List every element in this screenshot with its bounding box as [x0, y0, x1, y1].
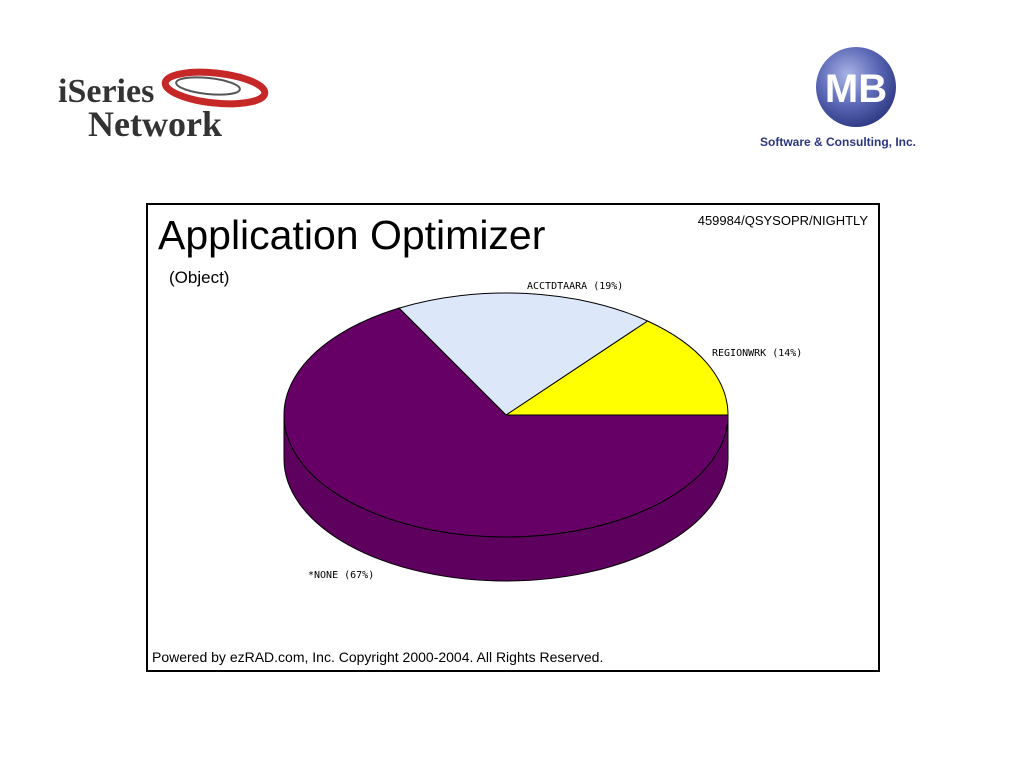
- iseries-network-logo: iSeries Network: [58, 68, 269, 144]
- pie-label-none: *NONE (67%): [308, 570, 374, 581]
- mb-globe-icon: [816, 47, 896, 127]
- logo-mb-text: MB: [825, 67, 887, 111]
- pie-slice-none: [283, 307, 729, 538]
- mb-software-logo: MB Software & Consulting, Inc.: [760, 47, 916, 149]
- chart-footer: Powered by ezRAD.com, Inc. Copyright 200…: [152, 649, 604, 665]
- pie-chart: REGIONWRK (14%) ACCTDTAARA (19%) *NONE (67…: [283, 281, 802, 582]
- chart-job-id: 459984/QSYSOPR/NIGHTLY: [697, 213, 868, 228]
- pie-slice-acctdtaara: [398, 292, 649, 416]
- pie-label-acctdtaara: ACCTDTAARA (19%): [527, 281, 623, 292]
- chart-subtitle: (Object): [169, 268, 230, 287]
- logo-tagline: Software & Consulting, Inc.: [760, 135, 916, 149]
- logo-network-text: Network: [88, 104, 222, 144]
- pie-chart-panel: Application Optimizer (Object) 459984/QS…: [146, 203, 880, 672]
- chart-title: Application Optimizer: [158, 212, 546, 258]
- pie-label-regionwrk: REGIONWRK (14%): [712, 348, 802, 359]
- swoosh-icon: [161, 68, 269, 108]
- logo-iseries-text: iSeries: [58, 73, 154, 110]
- pie-slice-regionwrk: [504, 320, 729, 416]
